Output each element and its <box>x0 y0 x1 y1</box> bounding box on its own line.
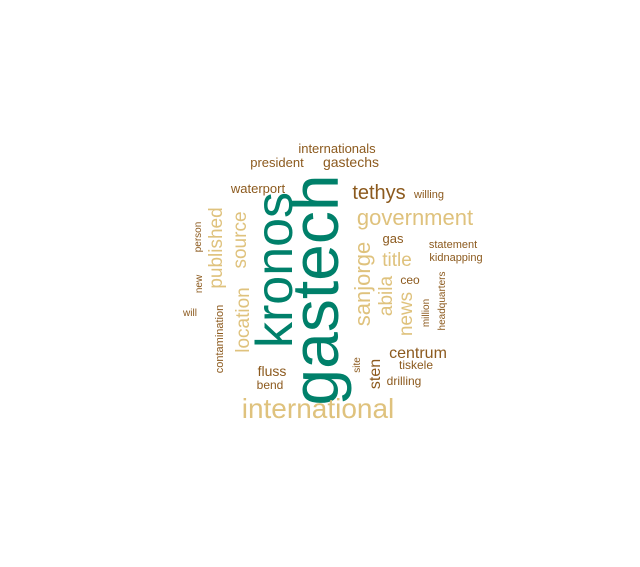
word-waterport: waterport <box>230 181 286 196</box>
word-kidnapping: kidnapping <box>429 252 482 264</box>
word-gastechs: gastechs <box>323 154 379 170</box>
word-person: person <box>193 222 204 253</box>
word-source: source <box>230 211 251 268</box>
word-headquarters: headquarters <box>437 272 448 331</box>
word-gastech: gastech <box>278 174 352 405</box>
word-fluss: fluss <box>258 363 287 379</box>
word-tiskele: tiskele <box>399 358 433 372</box>
word-new: new <box>194 274 205 293</box>
word-kronos: kronos <box>246 192 304 348</box>
word-ceo: ceo <box>400 273 420 287</box>
word-sanjorge: sanjorge <box>350 242 375 326</box>
word-gas: gas <box>383 231 404 246</box>
word-international: international <box>242 393 395 424</box>
word-location: location <box>233 287 254 353</box>
word-tethys: tethys <box>352 182 405 204</box>
word-published: published <box>206 207 227 288</box>
word-government: government <box>357 205 473 230</box>
word-sten: sten <box>367 359 384 389</box>
word-drilling: drilling <box>387 374 422 388</box>
word-will: will <box>182 308 197 319</box>
word-news: news <box>396 292 417 336</box>
word-willing: willing <box>413 189 444 201</box>
word-contamination: contamination <box>214 305 226 374</box>
word-internationals: internationals <box>298 141 376 156</box>
word-million: million <box>421 299 432 327</box>
word-abila: abila <box>376 276 397 317</box>
word-site: site <box>352 357 363 373</box>
word-bend: bend <box>257 378 284 392</box>
word-centrum: centrum <box>389 345 447 362</box>
word-president: president <box>250 155 304 170</box>
word-title: title <box>382 250 412 271</box>
word-statement: statement <box>429 239 477 251</box>
